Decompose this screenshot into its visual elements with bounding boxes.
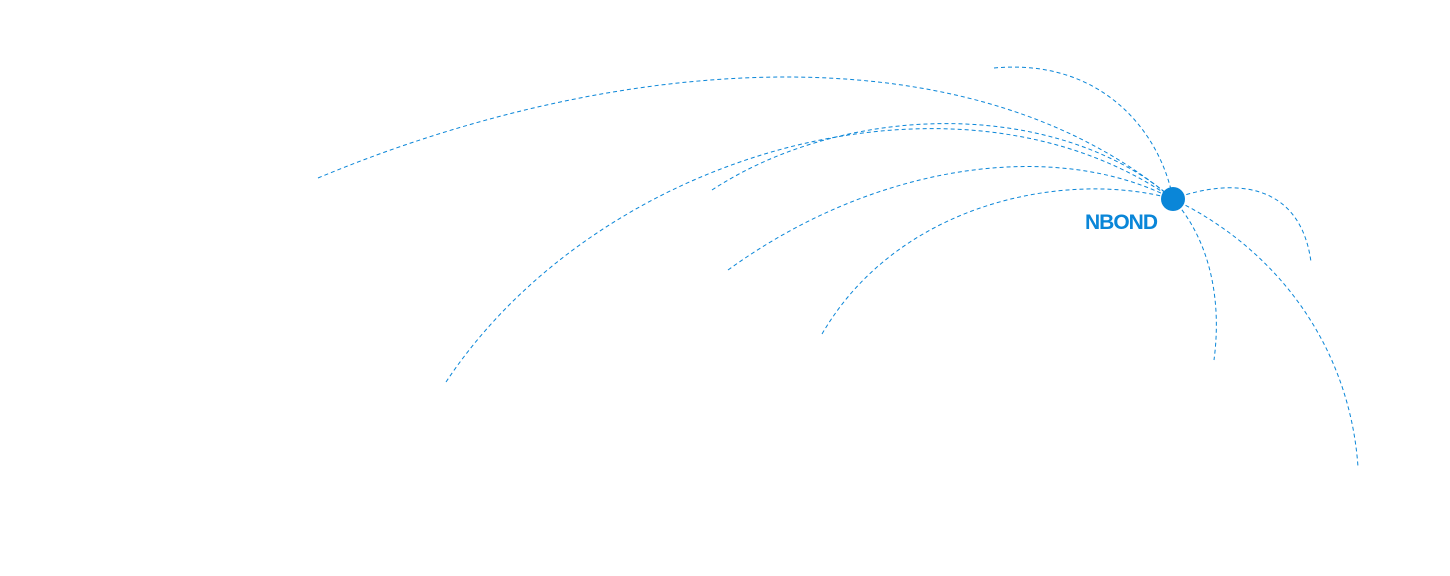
connection-arc	[317, 76, 1174, 200]
connection-arc	[445, 128, 1174, 383]
connection-arc	[993, 66, 1174, 200]
nbond-logo: NBOND	[1085, 211, 1158, 234]
connection-arc	[711, 123, 1174, 200]
connection-arc	[727, 166, 1174, 271]
connection-arc	[1172, 187, 1312, 263]
hub-node	[1161, 187, 1185, 211]
connection-arc	[1172, 198, 1359, 468]
connection-arcs	[317, 66, 1359, 468]
connection-arc	[1172, 198, 1217, 361]
